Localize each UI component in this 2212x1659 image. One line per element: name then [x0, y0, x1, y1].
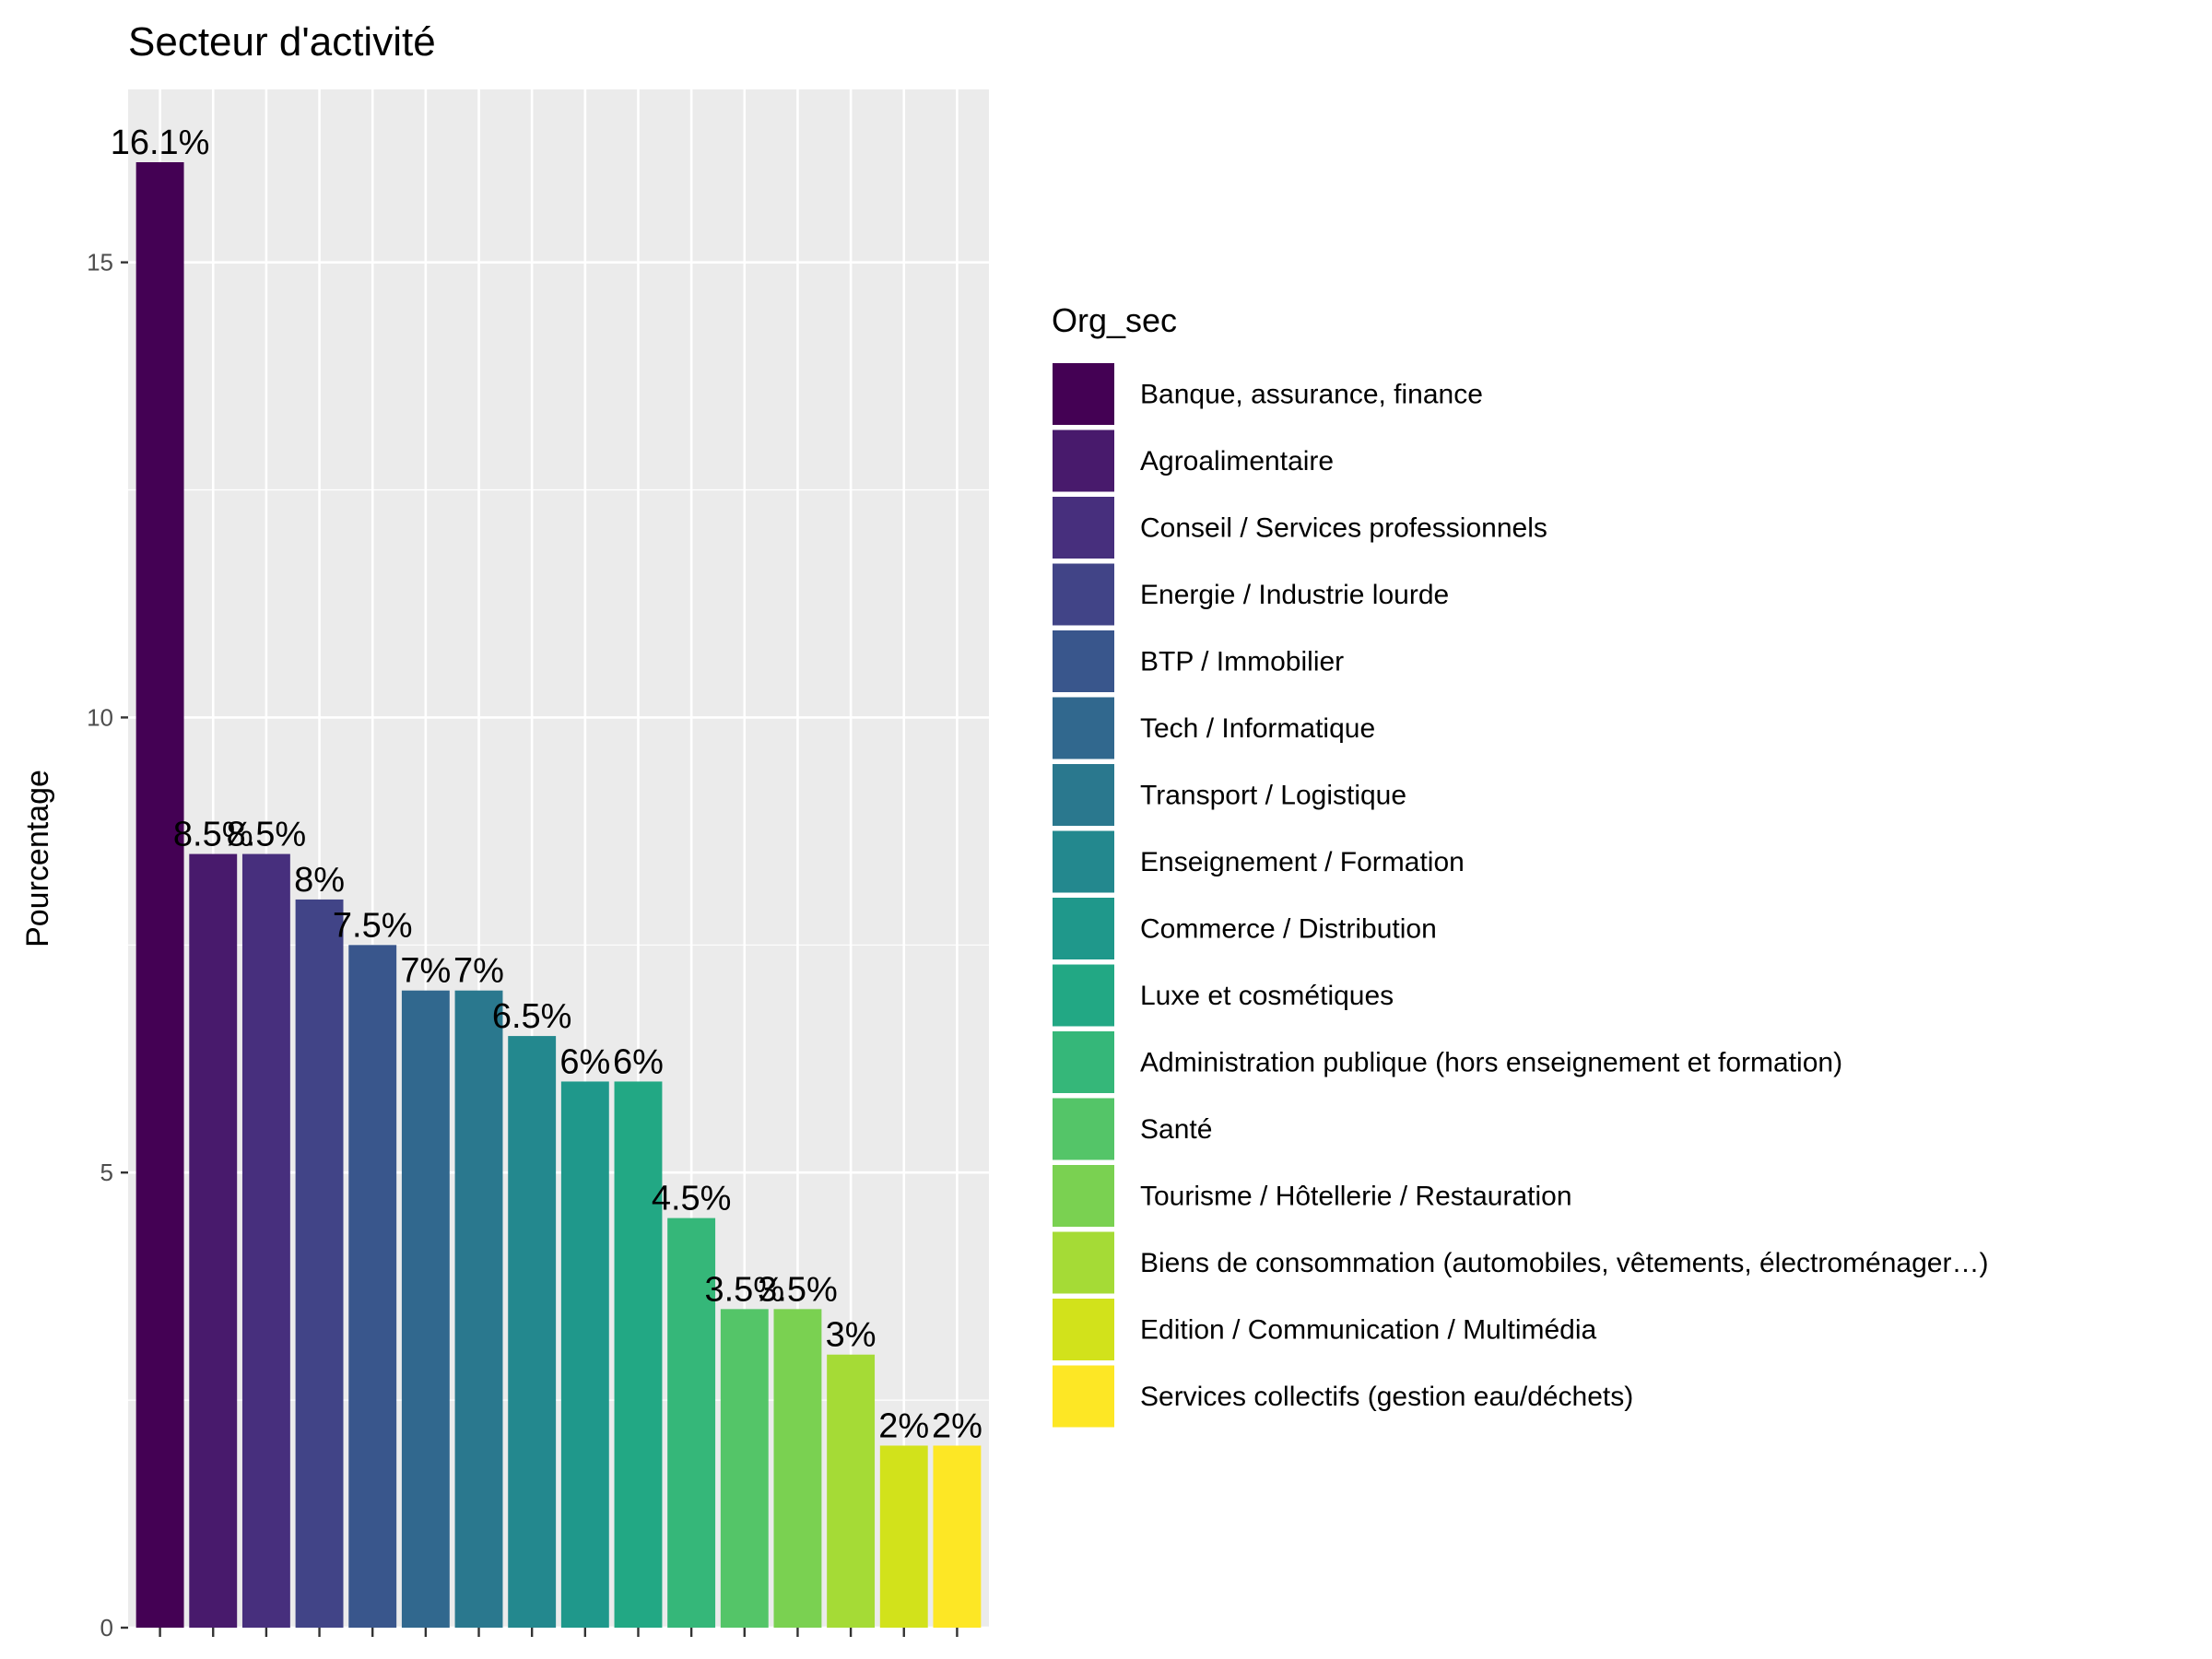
legend-label-7: Transport / Logistique: [1140, 781, 1406, 811]
legend-key-5: [1051, 629, 1116, 694]
y-axis-title: Pourcentage: [20, 770, 55, 947]
bar-label-6: 7%: [400, 952, 451, 991]
legend-label-5: BTP / Immobilier: [1140, 647, 1344, 677]
legend-label-16: Services collectifs (gestion eau/déchets…: [1140, 1382, 1633, 1412]
legend-label-14: Biens de consommation (automobiles, vête…: [1140, 1248, 1988, 1278]
bar-1: [135, 162, 184, 1629]
y-tick-label: 10: [87, 703, 113, 731]
bar-label-5: 7.5%: [333, 906, 413, 945]
legend-label-4: Energie / Industrie lourde: [1140, 580, 1449, 610]
legend-title: Org_sec: [1052, 301, 1177, 339]
bar-label-11: 4.5%: [652, 1180, 732, 1218]
bar-3: [241, 853, 290, 1628]
legend-key-13: [1051, 1163, 1116, 1229]
bar-label-16: 2%: [932, 1406, 982, 1445]
legend-key-10: [1051, 962, 1116, 1029]
bar-14: [827, 1354, 876, 1628]
bar-5: [348, 945, 397, 1628]
bar-9: [560, 1081, 609, 1628]
legend-key-6: [1051, 695, 1116, 761]
legend-label-6: Tech / Informatique: [1140, 713, 1375, 744]
legend-label-8: Enseignement / Formation: [1140, 847, 1465, 877]
bar-6: [401, 990, 450, 1628]
bar-4: [295, 899, 344, 1628]
y-tick-label: 5: [100, 1159, 113, 1186]
bar-label-8: 6.5%: [492, 997, 572, 1036]
legend-key-1: [1051, 361, 1116, 427]
bar-label-13: 3.5%: [758, 1270, 838, 1309]
legend-key-15: [1051, 1297, 1116, 1362]
bar-16: [933, 1445, 982, 1628]
legend-key-8: [1051, 829, 1116, 895]
bar-8: [508, 1036, 557, 1628]
bar-2: [189, 853, 238, 1628]
legend-label-1: Banque, assurance, finance: [1140, 380, 1483, 410]
bar-label-1: 16.1%: [111, 124, 210, 162]
bar-label-9: 6%: [559, 1042, 610, 1081]
legend-label-3: Conseil / Services professionnels: [1140, 513, 1547, 544]
bar-label-7: 7%: [453, 952, 504, 991]
bar-11: [667, 1218, 716, 1628]
legend-label-9: Commerce / Distribution: [1140, 914, 1437, 945]
legend-label-11: Administration publique (hors enseigneme…: [1140, 1048, 1842, 1078]
legend-key-14: [1051, 1230, 1116, 1296]
bar-10: [614, 1081, 663, 1628]
y-tick-label: 15: [87, 249, 113, 276]
y-tick-label: 0: [100, 1614, 113, 1641]
legend-key-9: [1051, 896, 1116, 961]
legend-label-10: Luxe et cosmétiques: [1140, 981, 1394, 1011]
legend-key-4: [1051, 561, 1116, 628]
legend-label-15: Edition / Communication / Multimédia: [1140, 1315, 1597, 1346]
legend-key-3: [1051, 495, 1116, 560]
legend-label-2: Agroalimentaire: [1140, 446, 1334, 477]
legend-key-2: [1051, 428, 1116, 494]
legend-key-16: [1051, 1363, 1116, 1430]
bar-label-3: 8.5%: [227, 816, 307, 854]
legend-key-7: [1051, 762, 1116, 828]
legend-label-12: Santé: [1140, 1114, 1212, 1145]
bar-label-14: 3%: [826, 1316, 877, 1355]
chart-title: Secteur d'activité: [128, 19, 436, 65]
bar-label-15: 2%: [878, 1406, 929, 1445]
bar-13: [773, 1309, 822, 1628]
bar-label-10: 6%: [613, 1042, 664, 1081]
bar-15: [879, 1445, 928, 1628]
bar-7: [454, 990, 503, 1628]
bar-label-12: 3.5%: [704, 1270, 784, 1309]
legend-key-12: [1051, 1096, 1116, 1162]
legend-key-11: [1051, 1030, 1116, 1095]
legend-label-13: Tourisme / Hôtellerie / Restauration: [1140, 1182, 1572, 1212]
bar-label-2: 8.5%: [173, 816, 253, 854]
bar-label-4: 8%: [294, 861, 345, 900]
bar-12: [720, 1309, 769, 1628]
